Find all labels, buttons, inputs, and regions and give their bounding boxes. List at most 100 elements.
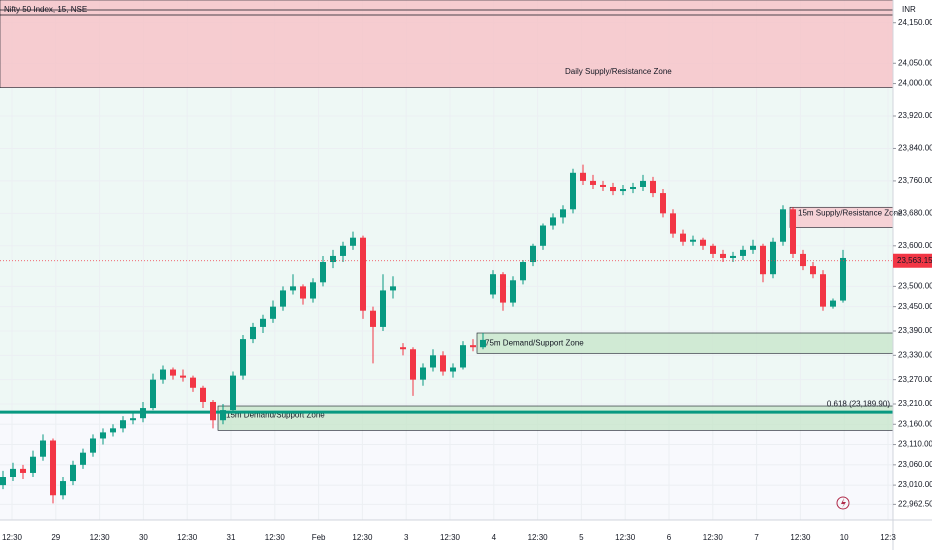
alert-icon[interactable] (836, 496, 850, 510)
zone-label: 15m Supply/Resistance Zone (798, 209, 903, 218)
candle-body (820, 274, 826, 307)
candle-body (270, 306, 276, 319)
alert-icon-bolt (841, 498, 846, 508)
y-tick-label: 23,390.00 (898, 326, 932, 335)
candle-body (640, 180, 646, 187)
candle-body (450, 367, 456, 372)
last-price-tag (893, 253, 932, 268)
x-tick-label: 12:30 (528, 533, 549, 542)
candle-body (610, 186, 616, 192)
candle-body (350, 237, 356, 246)
candle-body (80, 452, 86, 465)
x-tick-label: 12:30 (703, 533, 724, 542)
candle-body (680, 233, 686, 242)
y-tick-label: 23,330.00 (898, 350, 932, 359)
candle-body (600, 184, 606, 187)
candle-body (150, 379, 156, 409)
fib-label: 0.618 (23,189.90) (827, 399, 890, 408)
candle-body (490, 274, 496, 295)
candle-body (90, 438, 96, 453)
candle-body (810, 266, 816, 275)
candle-body (430, 355, 436, 368)
candle-body (660, 193, 666, 214)
x-tick-label: 12:30 (265, 533, 286, 542)
x-tick-label: 3 (404, 533, 409, 542)
y-tick-label: 23,500.00 (898, 281, 932, 290)
x-tick-label: 12:3 (880, 533, 896, 542)
x-tick-label: 29 (51, 533, 60, 542)
candle-body (160, 369, 166, 380)
candle-body (540, 225, 546, 246)
y-tick-label: 23,600.00 (898, 241, 932, 250)
candle-body (250, 326, 256, 340)
candle-body (0, 477, 6, 486)
candle-body (780, 209, 786, 242)
x-tick-label: 12:30 (90, 533, 111, 542)
candle-body (560, 209, 566, 218)
zone-label: Daily Supply/Resistance Zone (565, 67, 672, 76)
candle-body (230, 375, 236, 411)
candle-body (520, 262, 526, 281)
x-tick-label: 4 (492, 533, 497, 542)
candle-body (630, 186, 636, 190)
candle-body (10, 468, 16, 478)
candle-body (670, 213, 676, 234)
x-tick-label: 10 (840, 533, 849, 542)
y-tick-label: 23,760.00 (898, 176, 932, 185)
candle-body (210, 401, 216, 421)
candle-body (550, 217, 556, 226)
candle-body (20, 468, 26, 473)
x-tick-label: 7 (754, 533, 759, 542)
y-tick-label: 23,210.00 (898, 399, 932, 408)
y-tick-label: 22,962.50 (898, 499, 932, 508)
plot-tint (0, 87, 893, 413)
zones: Daily Supply/Resistance Zone 15m Supply/R… (0, 0, 903, 431)
candle-body (290, 286, 296, 291)
candle-body (300, 286, 306, 299)
x-tick-label: 12:30 (440, 533, 461, 542)
candle-body (390, 286, 396, 291)
x-tick-label: 12:30 (615, 533, 636, 542)
candle-body (310, 282, 316, 299)
candle-body (510, 280, 516, 303)
candle-body (30, 456, 36, 473)
candle-body (800, 253, 806, 267)
y-tick-label: 23,450.00 (898, 302, 932, 311)
candle-body (790, 209, 796, 254)
axes: 24,150.00 24,050.00 24,000.00 23,920.00 23,8… (0, 18, 932, 542)
candle-body (480, 339, 486, 348)
y-tick-label: 23,110.00 (898, 440, 932, 449)
chart-title: Nifty 50 Index, 15, NSE (4, 5, 87, 14)
candle-body (530, 245, 536, 263)
candle-body (770, 241, 776, 275)
x-tick-label: 12:30 (790, 533, 811, 542)
y-tick-label: 23,920.00 (898, 111, 932, 120)
candle-body (830, 300, 836, 307)
candle-body (130, 418, 136, 421)
candle-body (50, 440, 56, 496)
candle-body (120, 420, 126, 429)
candle-body (720, 253, 726, 258)
candle-body (360, 237, 366, 311)
candle-body (650, 180, 656, 194)
candle-body (500, 274, 506, 303)
y-tick-label: 24,000.00 (898, 79, 932, 88)
candle-body (260, 318, 266, 327)
candle-body (840, 257, 846, 301)
currency: INR (902, 5, 916, 14)
candle-body (380, 290, 386, 327)
candle-body (620, 189, 626, 192)
x-tick-label: 12:30 (352, 533, 373, 542)
x-tick-label: Feb (312, 533, 326, 542)
x-tick-label: 12:30 (2, 533, 23, 542)
candle-body (320, 262, 326, 283)
y-tick-label: 23,160.00 (898, 419, 932, 428)
candles (0, 164, 846, 504)
candle-body (170, 369, 176, 376)
candle-body (750, 245, 756, 250)
y-tick-label: 23,680.00 (898, 208, 932, 217)
y-tick-label: 23,060.00 (898, 460, 932, 469)
x-tick-label: 30 (139, 533, 148, 542)
x-tick-label: 31 (227, 533, 236, 542)
candle-body (570, 172, 576, 210)
